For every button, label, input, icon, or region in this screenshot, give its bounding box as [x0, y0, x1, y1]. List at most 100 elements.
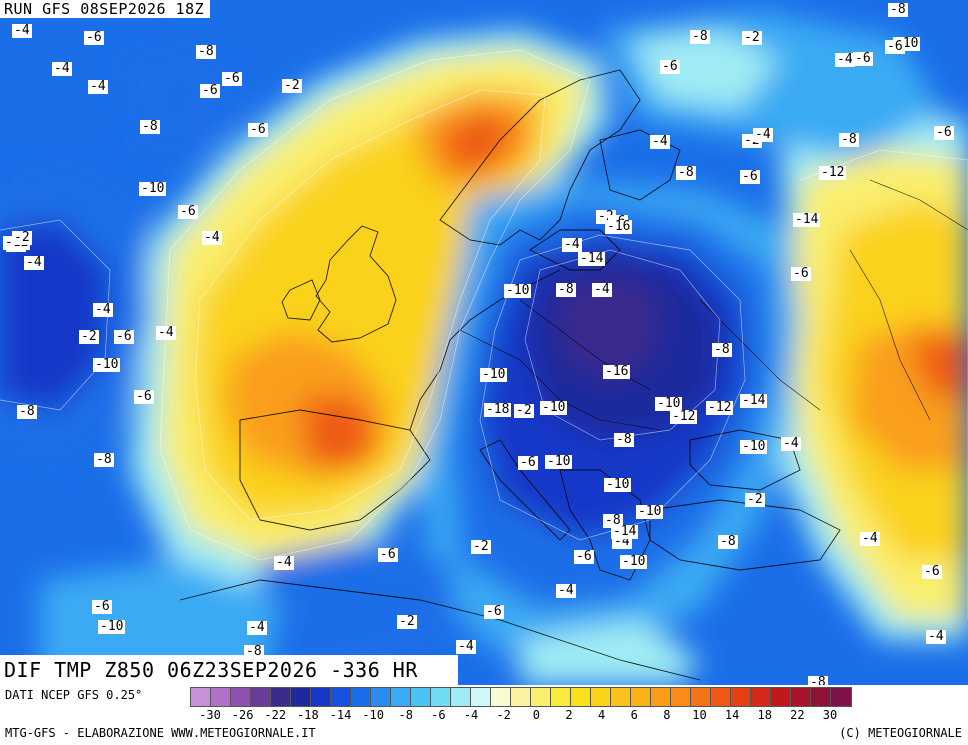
- contour-label: -16: [605, 219, 633, 234]
- contour-label: -14: [793, 212, 821, 227]
- legend-swatch: [311, 688, 331, 706]
- legend-tick-label: -26: [231, 708, 254, 722]
- contour-label: -6: [114, 329, 134, 344]
- contour-label: -4: [562, 237, 582, 252]
- contour-label: -2: [397, 614, 417, 629]
- contour-label: -10: [636, 504, 664, 519]
- contour-label: -10: [98, 619, 126, 634]
- legend-swatch: [731, 688, 751, 706]
- legend-tick-label: 2: [565, 708, 573, 722]
- legend-swatch: [191, 688, 211, 706]
- contour-label: -2: [471, 539, 491, 554]
- legend-swatch: [671, 688, 691, 706]
- contour-label: -8: [17, 404, 37, 419]
- contour-label: -4: [592, 282, 612, 297]
- legend-swatch: [591, 688, 611, 706]
- footer: DATI NCEP GFS 0.25° -30 -26 -22 -18 -14 -10 -8…: [0, 685, 968, 745]
- legend-tick-label: -2: [496, 708, 511, 722]
- legend-tick-label: -14: [329, 708, 352, 722]
- legend-swatch: [531, 688, 551, 706]
- legend-tick-label: -8: [398, 708, 414, 722]
- legend-tick-label: 14: [724, 708, 740, 722]
- anomaly-field: [0, 0, 968, 685]
- legend-swatch: [511, 688, 531, 706]
- legend-swatch: [751, 688, 771, 706]
- contour-label: -8: [614, 432, 634, 447]
- contour-label: -8: [839, 132, 859, 147]
- contour-label: -4: [860, 531, 880, 546]
- contour-label: -4: [274, 555, 294, 570]
- legend-swatch: [271, 688, 291, 706]
- contour-label: -16: [603, 364, 631, 379]
- data-source: DATI NCEP GFS 0.25°: [5, 688, 143, 702]
- legend-swatch: [611, 688, 631, 706]
- contour-label: -4: [247, 620, 267, 635]
- contour-label: -4: [93, 302, 113, 317]
- contour-label: -6: [222, 71, 242, 86]
- legend-swatch: [791, 688, 811, 706]
- contour-label: -10: [604, 477, 632, 492]
- contour-label: -6: [740, 169, 760, 184]
- legend-swatch: [631, 688, 651, 706]
- legend-swatch: [771, 688, 791, 706]
- contour-label: -10: [545, 454, 573, 469]
- contour-label: -10: [655, 396, 683, 411]
- legend-tick-label: -22: [264, 708, 287, 722]
- contour-label: -6: [922, 564, 942, 579]
- contour-label: -4: [88, 79, 108, 94]
- contour-label: -8: [888, 2, 908, 17]
- contour-label: -10: [740, 439, 768, 454]
- legend-swatch: [471, 688, 491, 706]
- contour-label: -6: [484, 604, 504, 619]
- contour-label: -8: [556, 282, 576, 297]
- legend-swatch: [711, 688, 731, 706]
- contour-label: -6: [248, 122, 268, 137]
- legend-tick-label: -18: [297, 708, 319, 722]
- map-title: DIF TMP Z850 06Z23SEP2026 -336 HR: [0, 655, 458, 685]
- contour-label: -10: [504, 283, 532, 298]
- contour-label: -6: [84, 30, 104, 45]
- contour-label: -2: [79, 329, 99, 344]
- contour-label: -6: [518, 455, 538, 470]
- contour-label: -6: [92, 599, 112, 614]
- contour-label: -10: [139, 181, 167, 196]
- contour-label: -4: [12, 23, 32, 38]
- legend-swatch: [491, 688, 511, 706]
- contour-label: -4: [156, 325, 176, 340]
- contour-label: -2: [12, 230, 32, 245]
- contour-label: -6: [378, 547, 398, 562]
- contour-label: -8: [718, 534, 738, 549]
- contour-label: -10: [620, 554, 648, 569]
- legend-tick-label: 0: [532, 708, 540, 722]
- contour-label: -12: [819, 165, 847, 180]
- legend-swatch: [291, 688, 311, 706]
- contour-label: -6: [574, 549, 594, 564]
- contour-label: -14: [611, 524, 639, 539]
- contour-label: -12: [670, 409, 698, 424]
- contour-label: -4: [456, 639, 476, 654]
- contour-label: -14: [740, 393, 768, 408]
- contour-label: -6: [791, 266, 811, 281]
- credit-right: (C) METEOGIORNALE: [839, 726, 962, 740]
- contour-label: -6: [200, 83, 220, 98]
- contour-label: -8: [140, 119, 160, 134]
- contour-label: -4: [202, 230, 222, 245]
- legend-tick-label: 4: [597, 708, 606, 722]
- legend-swatch: [431, 688, 451, 706]
- contour-label: -4: [926, 629, 946, 644]
- contour-label: -10: [540, 400, 568, 415]
- contour-label: -12: [706, 400, 734, 415]
- run-header: RUN GFS 08SEP2026 18Z: [0, 0, 211, 18]
- contour-label: -4: [556, 583, 576, 598]
- contour-label: -14: [578, 251, 606, 266]
- contour-label: -8: [196, 44, 216, 59]
- legend-swatch: [451, 688, 471, 706]
- contour-label: -8: [676, 165, 696, 180]
- legend-tick-label: -10: [362, 708, 384, 722]
- color-legend: [190, 687, 852, 707]
- contour-label: -4: [52, 61, 72, 76]
- legend-ticks: -30 -26 -22 -18 -14 -10 -8 -6 -4 -2 0 2 4 6 8 10 14 18 22 3…: [190, 708, 965, 722]
- contour-label: -4: [781, 436, 801, 451]
- legend-tick-label: -6: [431, 708, 446, 722]
